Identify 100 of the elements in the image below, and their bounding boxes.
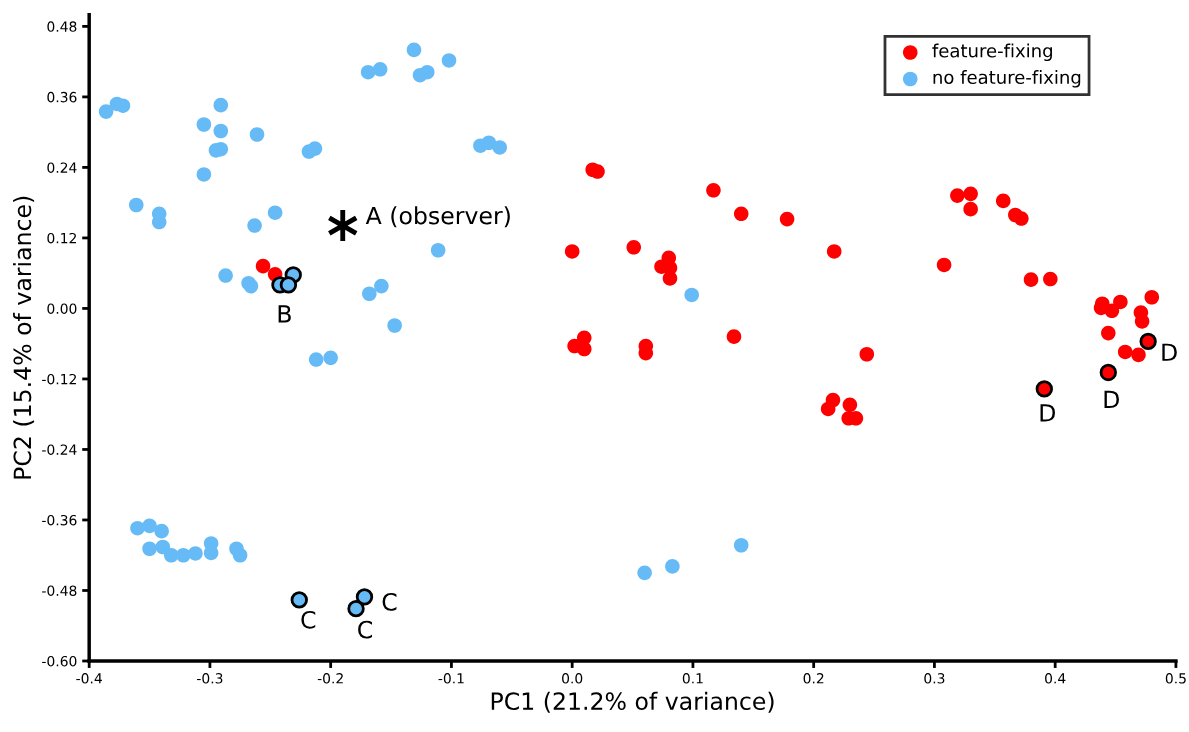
point [626, 240, 642, 255]
point [733, 206, 749, 222]
point [842, 397, 858, 413]
point [590, 164, 605, 179]
x-tick-label: -0.4 [76, 673, 102, 684]
point [247, 218, 262, 233]
point [963, 186, 978, 202]
annotation: A (observer) [365, 206, 510, 228]
y-tick-label: 0.48 [47, 21, 77, 32]
point [374, 278, 389, 294]
point [279, 276, 298, 294]
x-axis-title: PC1 (21.2% of variance) [491, 691, 774, 713]
annotation: B [278, 305, 291, 323]
point [290, 591, 308, 609]
point [637, 565, 652, 581]
x-tick-label: 0.5 [1165, 673, 1186, 684]
point [360, 64, 376, 80]
point [130, 520, 145, 536]
point [218, 268, 233, 283]
point [362, 286, 377, 302]
point [1144, 289, 1160, 305]
x-tick-label: 0.3 [924, 673, 945, 684]
point [576, 341, 592, 357]
point [232, 547, 248, 563]
point [419, 64, 435, 80]
point [308, 352, 324, 367]
y-tick-label: 0.36 [47, 91, 77, 103]
y-tick-label: 0.00 [47, 303, 77, 314]
point [820, 401, 836, 417]
annotation: D [1162, 343, 1177, 361]
point [950, 188, 965, 203]
x-tick-label: 0.4 [1045, 673, 1066, 684]
point [726, 329, 742, 344]
legend-label: no feature-fixing [933, 70, 1081, 88]
point [347, 600, 365, 618]
point [564, 244, 580, 259]
point [665, 559, 680, 574]
point [1023, 272, 1039, 287]
point [1014, 211, 1029, 226]
point [441, 53, 457, 68]
point [430, 242, 446, 258]
point [779, 211, 795, 227]
point [963, 201, 978, 217]
point [213, 123, 229, 139]
point [128, 197, 144, 213]
x-tick-label: -0.3 [197, 673, 223, 684]
point [164, 547, 179, 563]
x-tick-label: -0.1 [438, 673, 464, 684]
annotation: D [1104, 390, 1119, 408]
point [684, 287, 699, 303]
point [213, 97, 229, 113]
annotation: D [1040, 404, 1055, 422]
point [188, 546, 203, 561]
point [859, 346, 875, 362]
point [662, 271, 678, 286]
point [406, 42, 422, 58]
point [372, 62, 388, 77]
legend-label: feature-fixing [932, 43, 1052, 61]
point [142, 541, 157, 557]
annotation: C [382, 592, 397, 611]
y-tick-label: -0.12 [42, 373, 76, 385]
point [249, 127, 265, 142]
point [323, 350, 338, 366]
y-tick-label: 0.12 [47, 232, 76, 244]
point [98, 104, 114, 119]
annotation: C [301, 610, 316, 629]
annotation: C [358, 620, 372, 639]
y-tick-label: -0.36 [42, 514, 77, 526]
point [995, 193, 1011, 209]
point [706, 183, 721, 198]
point [154, 523, 169, 539]
x-tick-label: 0.2 [803, 673, 824, 684]
point [1131, 347, 1146, 363]
point [1099, 363, 1117, 382]
point [1113, 294, 1128, 310]
x-tick-label: 0.0 [562, 673, 583, 684]
point [176, 547, 191, 563]
point [142, 518, 157, 534]
point [733, 537, 749, 553]
y-tick-label: 0.24 [47, 162, 77, 173]
point [1035, 380, 1053, 398]
point [1117, 344, 1133, 360]
point [196, 167, 212, 182]
y-tick-label: -0.48 [42, 585, 77, 596]
point [1043, 271, 1058, 287]
y-tick-label: -0.24 [42, 444, 77, 455]
x-tick-label: 0.1 [682, 673, 703, 684]
point [1134, 314, 1150, 329]
point [387, 318, 402, 333]
point [1139, 332, 1157, 351]
x-tick-label: -0.2 [317, 673, 343, 684]
point [492, 140, 508, 155]
y-tick-label: -0.60 [42, 655, 77, 667]
point [307, 141, 323, 156]
point [1101, 325, 1116, 341]
point [196, 117, 212, 132]
point [255, 258, 271, 274]
point [826, 244, 842, 259]
y-axis-title: PC2 (15.4% of variance) [13, 196, 35, 479]
point [355, 588, 374, 606]
